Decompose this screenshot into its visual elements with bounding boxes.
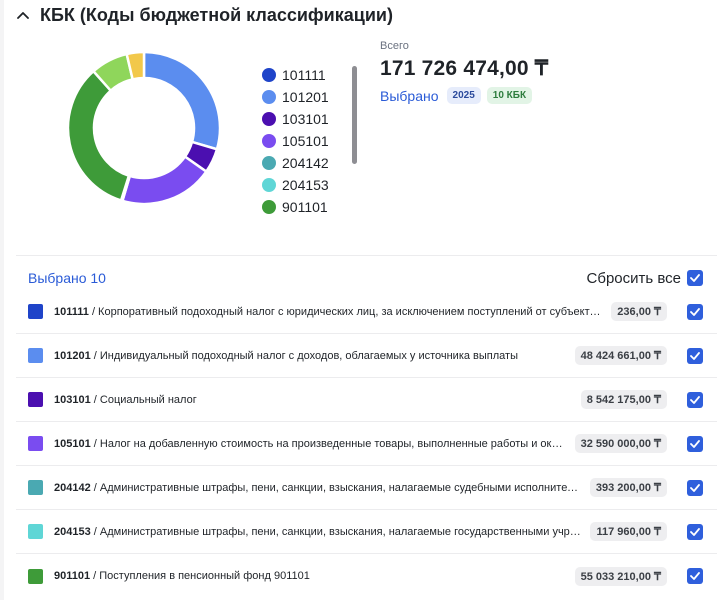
- legend-dot: [262, 156, 276, 170]
- legend-dot: [262, 134, 276, 148]
- kbk-desc-text: / Административные штрафы, пени, санкции…: [90, 525, 583, 538]
- kbk-amount: 236,00 ₸: [611, 302, 667, 321]
- legend-label: 105101: [282, 133, 329, 149]
- kbk-row[interactable]: 204142 / Административные штрафы, пени, …: [16, 466, 717, 510]
- kbk-amount: 55 033 210,00 ₸: [574, 566, 667, 586]
- row-checkbox[interactable]: [687, 568, 703, 584]
- legend-label: 103101: [282, 111, 329, 127]
- kbk-description: 204153 / Административные штрафы, пени, …: [54, 526, 582, 538]
- donut-slice-extra-2[interactable]: [125, 50, 146, 81]
- kbk-description: 103101 / Социальный налог: [54, 394, 573, 406]
- kbk-code: 101111: [54, 305, 89, 318]
- chevron-up-icon[interactable]: [16, 8, 30, 22]
- kbk-amount: 8 542 175,00 ₸: [580, 390, 667, 409]
- legend-item[interactable]: 204153: [262, 174, 329, 196]
- section-title: КБК (Коды бюджетной классификации): [40, 4, 393, 25]
- kbk-list: 101111 / Корпоративный подоходный налог …: [16, 290, 717, 598]
- kbk-amount: 48 424 661,00 ₸: [574, 346, 667, 365]
- kbk-row[interactable]: 901101 / Поступления в пенсионный фонд 9…: [16, 554, 717, 598]
- kbk-panel: КБК (Коды бюджетной классификации) 10111…: [4, 0, 721, 600]
- legend-label: 204153: [282, 177, 329, 193]
- total-value: 171 726 474,00 ₸: [380, 57, 549, 80]
- kbk-color-swatch: [28, 392, 43, 407]
- kbk-description: 204142 / Административные штрафы, пени, …: [54, 482, 582, 494]
- row-checkbox[interactable]: [687, 435, 703, 452]
- totals-block: Всего 171 726 474,00 ₸ Выбрано 2025 10 К…: [380, 40, 548, 104]
- kbk-amount: 117 960,00 ₸: [590, 522, 667, 541]
- kbk-desc-text: / Поступления в пенсионный фонд 901101: [90, 570, 310, 582]
- kbk-code: 204153: [54, 525, 91, 538]
- total-label: Всего: [380, 40, 409, 52]
- row-checkbox[interactable]: [687, 523, 703, 540]
- kbk-color-swatch: [28, 348, 43, 363]
- divider: [16, 255, 717, 256]
- kbk-code: 105101: [54, 437, 91, 450]
- kbk-amount: 393 200,00 ₸: [589, 478, 667, 497]
- row-checkbox[interactable]: [687, 391, 703, 408]
- count-badge: 10 КБК: [486, 87, 533, 104]
- kbk-code: 901101: [54, 570, 91, 582]
- list-header: Выбрано 10 Сбросить все: [28, 266, 703, 290]
- kbk-description: 901101 / Поступления в пенсионный фонд 9…: [54, 570, 567, 582]
- legend-dot: [262, 178, 276, 192]
- kbk-row[interactable]: 103101 / Социальный налог 8 542 175,00 ₸: [16, 378, 717, 422]
- legend-dot: [262, 90, 276, 104]
- kbk-color-swatch: [28, 524, 43, 539]
- kbk-desc-text: / Социальный налог: [90, 393, 197, 406]
- legend-item[interactable]: 901101: [262, 196, 329, 218]
- row-checkbox[interactable]: [687, 303, 703, 320]
- kbk-description: 101201 / Индивидуальный подоходный налог…: [54, 350, 567, 362]
- legend-scrollbar[interactable]: [352, 66, 357, 164]
- kbk-code: 101201: [54, 349, 91, 362]
- kbk-row[interactable]: 204153 / Административные штрафы, пени, …: [16, 510, 717, 554]
- row-checkbox[interactable]: [687, 347, 703, 364]
- kbk-code: 204142: [54, 481, 91, 494]
- reset-all-label: Сбросить все: [586, 269, 681, 287]
- kbk-row[interactable]: 101111 / Корпоративный подоходный налог …: [16, 290, 717, 334]
- selected-label: Выбрано: [380, 87, 439, 104]
- kbk-color-swatch: [28, 304, 43, 319]
- legend-label: 901101: [282, 199, 328, 215]
- reset-all-button[interactable]: Сбросить все: [587, 270, 703, 287]
- kbk-code: 103101: [54, 393, 91, 406]
- section-header[interactable]: КБК (Коды бюджетной классификации): [16, 4, 393, 26]
- legend-dot: [262, 112, 276, 126]
- kbk-desc-text: / Индивидуальный подоходный налог с дохо…: [90, 349, 518, 362]
- kbk-desc-text: / Корпоративный подоходный налог с юриди…: [91, 305, 603, 318]
- legend-label: 204142: [282, 155, 329, 171]
- legend-dot: [262, 68, 276, 82]
- kbk-color-swatch: [28, 480, 43, 495]
- kbk-color-swatch: [28, 568, 43, 584]
- kbk-desc-text: / Административные штрафы, пени, санкции…: [90, 481, 582, 494]
- kbk-row[interactable]: 101201 / Индивидуальный подоходный налог…: [16, 334, 717, 378]
- donut-slice-101201[interactable]: [142, 50, 222, 151]
- select-all-checkbox[interactable]: [687, 270, 703, 286]
- donut-chart: [66, 50, 222, 206]
- donut-slice-105101[interactable]: [120, 154, 209, 206]
- kbk-amount: 32 590 000,00 ₸: [574, 434, 667, 453]
- legend-label: 101111: [282, 67, 326, 83]
- legend-item[interactable]: 103101: [262, 108, 329, 130]
- legend-item[interactable]: 204142: [262, 152, 329, 174]
- legend-item[interactable]: 101201: [262, 86, 329, 108]
- kbk-description: 101111 / Корпоративный подоходный налог …: [54, 306, 603, 318]
- year-badge: 2025: [446, 87, 481, 104]
- legend-item[interactable]: 105101: [262, 130, 329, 152]
- kbk-row[interactable]: 105101 / Налог на добавленную стоимость …: [16, 422, 717, 466]
- chart-legend: 101111 101201 103101 105101 204142 204153 9011…: [262, 64, 329, 218]
- legend-label: 101201: [282, 89, 329, 105]
- legend-item[interactable]: 101111: [262, 64, 329, 86]
- kbk-description: 105101 / Налог на добавленную стоимость …: [54, 438, 567, 450]
- legend-dot: [262, 200, 276, 214]
- row-checkbox[interactable]: [687, 479, 703, 496]
- donut-slice-901101[interactable]: [66, 69, 131, 203]
- kbk-desc-text: / Налог на добавленную стоимость на прои…: [93, 437, 567, 450]
- kbk-color-swatch: [28, 436, 43, 451]
- selected-count: Выбрано 10: [28, 270, 106, 286]
